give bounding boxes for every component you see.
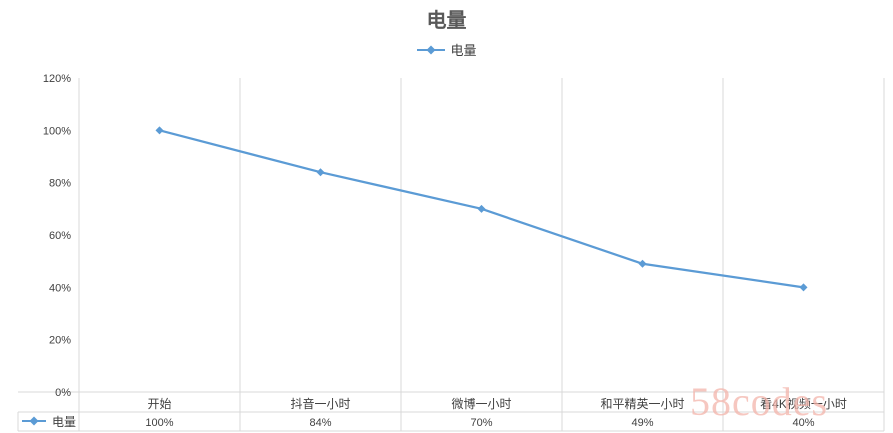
- chart-title: 电量: [426, 8, 467, 32]
- legend: 电量: [0, 40, 893, 59]
- y-tick-label: 0%: [55, 387, 71, 399]
- data-point: [155, 126, 164, 135]
- y-tick-label: 40%: [49, 282, 71, 294]
- table-value: 49%: [631, 417, 653, 429]
- table-value: 84%: [309, 417, 331, 429]
- category-label: 抖音一小时: [290, 396, 350, 411]
- data-point: [477, 204, 486, 213]
- watermark: 58codes: [690, 379, 829, 424]
- legend-marker: [417, 45, 446, 54]
- y-tick-label: 80%: [49, 178, 71, 190]
- y-tick-label: 20%: [49, 335, 71, 347]
- data-point: [316, 168, 325, 177]
- legend-item: 电量: [416, 40, 477, 59]
- table-value: 100%: [145, 417, 173, 429]
- legend-label: 电量: [450, 43, 477, 58]
- table-value: 70%: [470, 417, 492, 429]
- table-value: 40%: [792, 417, 814, 429]
- category-label: 开始: [147, 397, 171, 411]
- y-tick-label: 120%: [43, 73, 71, 85]
- table-key-marker: [29, 416, 39, 426]
- y-tick-label: 100%: [43, 125, 71, 137]
- data-point: [638, 259, 647, 268]
- category-label: 看4K视频一小时: [760, 396, 847, 411]
- data-point: [799, 283, 808, 292]
- category-label: 和平精英一小时: [600, 397, 684, 411]
- category-label: 微博一小时: [451, 396, 511, 411]
- table-series-name: 电量: [52, 415, 76, 429]
- y-tick-label: 60%: [49, 230, 71, 242]
